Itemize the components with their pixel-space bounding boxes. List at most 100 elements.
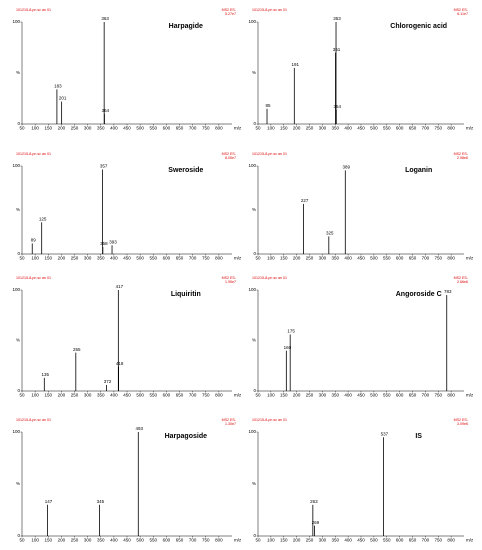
peak-label: 89 — [31, 238, 37, 243]
x-tick-label: 750 — [434, 126, 442, 131]
x-tick-label: 550 — [149, 256, 157, 261]
x-tick-label: 50 — [19, 126, 25, 131]
peak-label: 358 — [100, 241, 108, 246]
x-tick-label: 650 — [176, 393, 184, 398]
x-tick-label: 300 — [84, 393, 92, 398]
sample-label: 101215-8-pn sc an 01 — [16, 418, 51, 422]
x-tick-label: 200 — [58, 538, 66, 543]
x-tick-label: 750 — [434, 256, 442, 261]
scan-info: 8.05e7 — [225, 156, 236, 160]
x-tick-label: 500 — [370, 126, 378, 131]
peak-label: 263 — [310, 499, 318, 504]
x-tick-label: 350 — [331, 393, 339, 398]
sample-label: 101215-8-pn sc an 01 — [16, 8, 51, 12]
peak-label: 227 — [301, 198, 309, 203]
x-tick-label: 250 — [71, 393, 79, 398]
x-tick-label: 800 — [215, 256, 223, 261]
x-tick-label: 600 — [163, 126, 171, 131]
y-tick-label: 100 — [12, 163, 20, 168]
x-tick-label: 350 — [97, 256, 105, 261]
y-label: % — [252, 207, 256, 212]
sample-label: 101215-8-pn sc an 01 — [16, 152, 51, 156]
scan-info: MS2 ES- — [454, 276, 469, 280]
x-tick-label: 600 — [163, 256, 171, 261]
peak-label: 537 — [381, 431, 389, 436]
x-tick-label: 650 — [409, 126, 417, 131]
scan-info: MS2 ES- — [222, 152, 237, 156]
sample-label: 101215-8-pn sc an 01 — [252, 8, 287, 12]
x-tick-label: 800 — [447, 393, 455, 398]
x-tick-label: 100 — [31, 538, 39, 543]
x-tick-label: 450 — [123, 256, 131, 261]
x-tick-label: 250 — [71, 256, 79, 261]
scan-info: MS2 ES- — [222, 8, 237, 12]
x-tick-label: 550 — [383, 538, 391, 543]
y-label: % — [16, 481, 20, 486]
x-tick-label: 600 — [163, 538, 171, 543]
x-tick-label: 100 — [267, 538, 275, 543]
y-label: % — [252, 338, 256, 343]
x-tick-label: 650 — [409, 256, 417, 261]
y-label: % — [252, 70, 256, 75]
peak-label: 357 — [100, 164, 108, 169]
x-tick-label: 650 — [176, 538, 184, 543]
x-tick-label: 450 — [357, 256, 365, 261]
peak-label: 255 — [73, 347, 81, 352]
x-tick-label: 300 — [84, 256, 92, 261]
x-tick-label: 350 — [97, 538, 105, 543]
x-tick-label: 450 — [357, 538, 365, 543]
x-tick-label: 50 — [19, 393, 25, 398]
panel-title: Chlorogenic acid — [390, 23, 447, 30]
peak-label: 160 — [284, 345, 292, 350]
x-tick-label: 200 — [293, 256, 301, 261]
scan-info: MS2 ES- — [222, 276, 237, 280]
x-tick-label: 550 — [149, 393, 157, 398]
x-tick-label: 50 — [255, 126, 261, 131]
x-tick-label: 550 — [383, 393, 391, 398]
x-tick-label: 700 — [189, 126, 197, 131]
x-tick-label: 600 — [396, 538, 404, 543]
y-tick-label: 100 — [248, 429, 256, 434]
x-tick-label: 550 — [383, 256, 391, 261]
x-tick-label: 400 — [110, 538, 118, 543]
x-tick-label: 500 — [136, 126, 144, 131]
x-tick-label: 800 — [215, 393, 223, 398]
x-tick-label: 400 — [110, 256, 118, 261]
x-tick-label: 350 — [331, 126, 339, 131]
y-tick-label: 100 — [12, 19, 20, 24]
peak-label: 85 — [266, 103, 272, 108]
x-tick-label: 650 — [409, 393, 417, 398]
scan-info: 3.09e6 — [457, 422, 468, 426]
peak-label: 269 — [312, 520, 320, 525]
x-tick-label: 750 — [202, 538, 210, 543]
peak-label: 364 — [102, 108, 110, 113]
x-tick-label: 50 — [19, 256, 25, 261]
x-tick-label: 100 — [31, 126, 39, 131]
x-tick-label: 250 — [306, 256, 314, 261]
x-tick-label: 500 — [370, 393, 378, 398]
x-tick-label: 400 — [344, 538, 352, 543]
panel-title: Liquiritin — [171, 291, 201, 298]
scan-info: 5.27e7 — [225, 12, 236, 16]
x-tick-label: 50 — [255, 393, 261, 398]
x-tick-label: 650 — [176, 126, 184, 131]
panel-title: IS — [415, 433, 422, 440]
sample-label: 101215-8-pn sc an 01 — [252, 276, 287, 280]
sample-label: 101215-8-pn sc an 01 — [16, 276, 51, 280]
y-label: % — [252, 481, 256, 486]
scan-info: 1.95e7 — [225, 280, 236, 284]
x-tick-label: 600 — [396, 256, 404, 261]
y-tick-label: 0 — [17, 121, 20, 126]
x-tick-label: 150 — [280, 126, 288, 131]
x-tick-label: 500 — [370, 538, 378, 543]
x-tick-label: 750 — [202, 256, 210, 261]
scan-info: MS2 ES- — [222, 418, 237, 422]
peak-label: 389 — [343, 165, 351, 170]
x-tick-label: 650 — [409, 538, 417, 543]
peak-label: 125 — [39, 217, 47, 222]
peak-label: 417 — [116, 284, 124, 289]
x-tick-label: 200 — [58, 393, 66, 398]
peak-label: 135 — [42, 372, 50, 377]
x-tick-label: 700 — [422, 256, 430, 261]
